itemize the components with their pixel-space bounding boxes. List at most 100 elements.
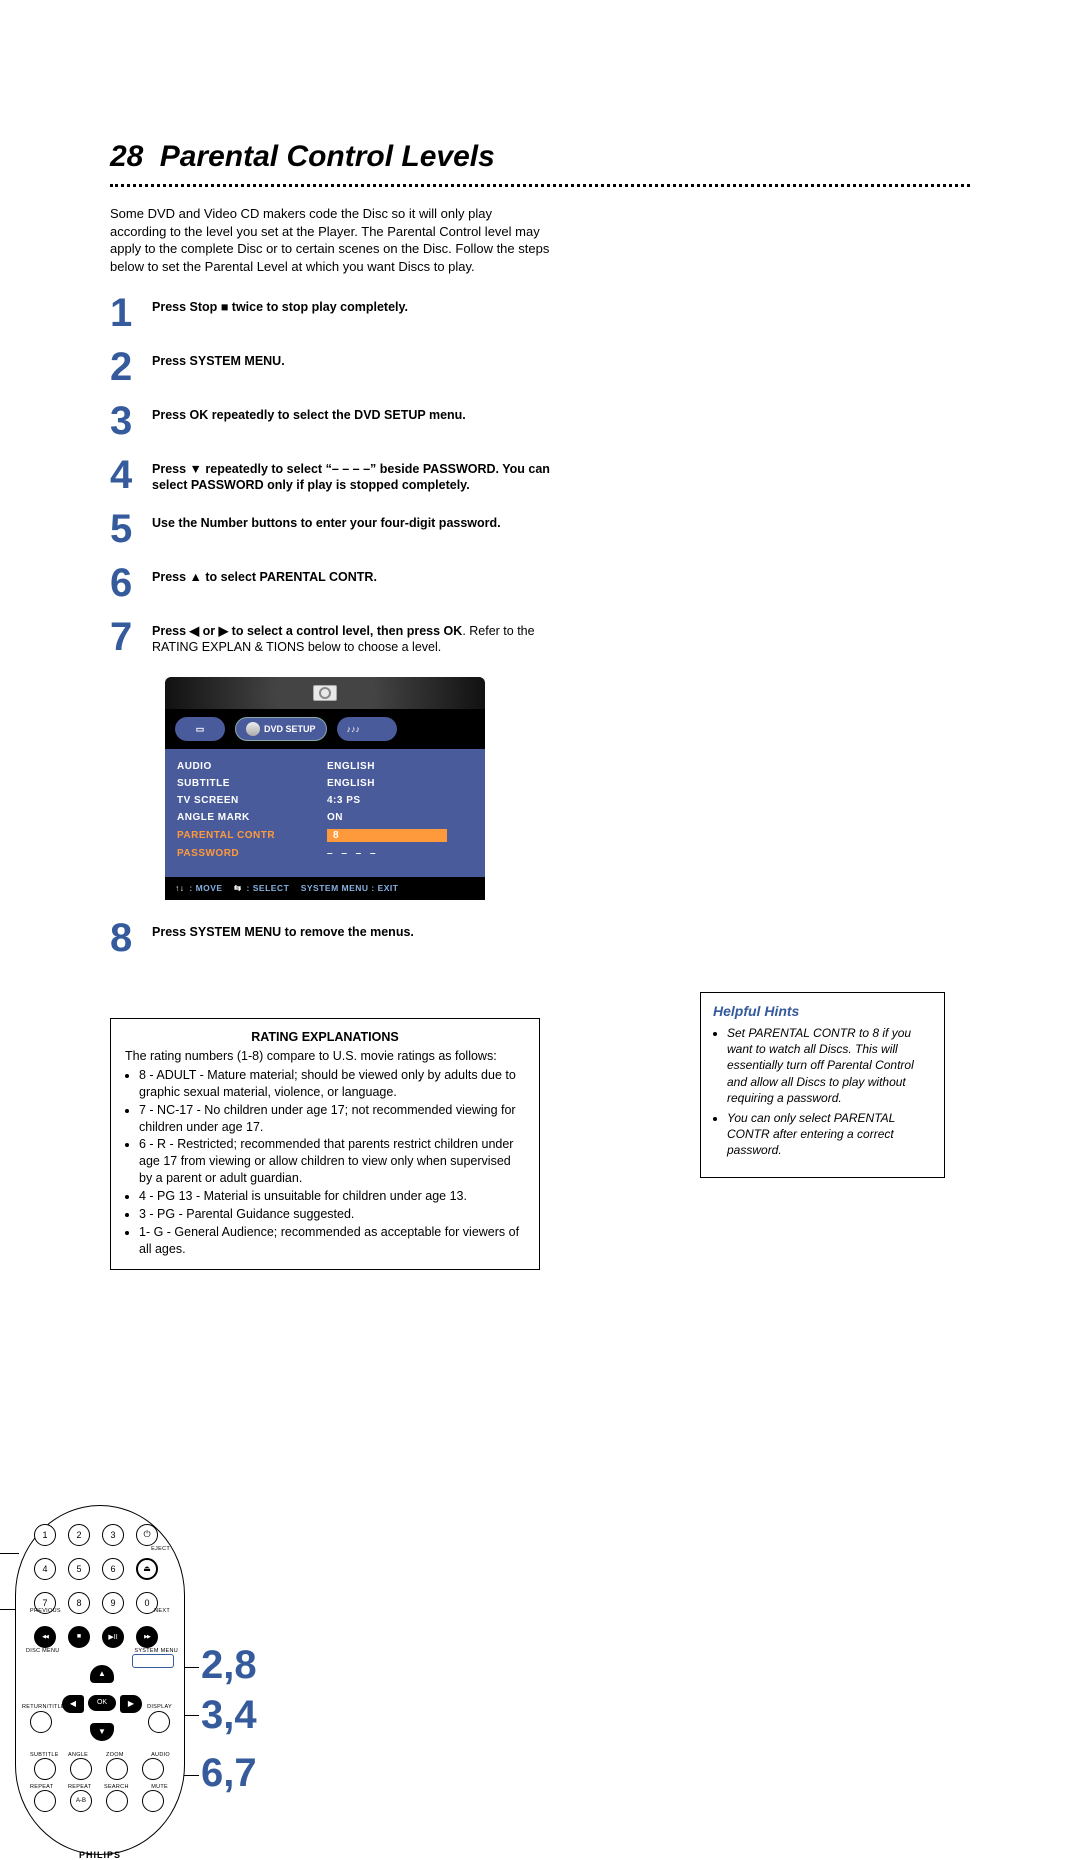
row-1 (34, 1758, 164, 1780)
rating-item: 6 - R - Restricted; recommended that par… (139, 1136, 525, 1187)
remote-diagram: 5 1 2,8 3,4 6,7 1 2 3 ⏻ 4 5 6 7 8 9 0 (0, 1505, 255, 1855)
btn-audio[interactable] (142, 1758, 164, 1780)
menu-value: 4:3 PS (327, 795, 361, 806)
step: 2Press SYSTEM MENU. (110, 347, 550, 387)
tab-dvd: DVD SETUP (235, 717, 327, 741)
ratings-lead: The rating numbers (1-8) compare to U.S.… (125, 1048, 525, 1065)
step: 3Press OK repeatedly to select the DVD S… (110, 401, 550, 441)
step: 4Press ▼ repeatedly to select “– – – –” … (110, 455, 550, 495)
step-text: Press ◀ or ▶ to select a control level, … (152, 617, 550, 657)
btn-repeat-ab[interactable]: A-B (70, 1790, 92, 1812)
step-text: Press ▼ repeatedly to select “– – – –” b… (152, 455, 550, 495)
step-number: 4 (110, 455, 152, 495)
btn-zoom[interactable] (106, 1758, 128, 1780)
menu-row: AUDIOENGLISH (177, 761, 473, 772)
menu-label: SUBTITLE (177, 778, 327, 789)
menu-label: PASSWORD (177, 848, 327, 859)
brand-label: PHILIPS (16, 1850, 184, 1860)
menu-label: PARENTAL CONTR (177, 830, 327, 841)
menu-value: ON (327, 812, 343, 823)
intro-text: Some DVD and Video CD makers code the Di… (110, 205, 550, 275)
btn-mute[interactable] (142, 1790, 164, 1812)
step-number: 8 (110, 918, 152, 958)
ss-top-bar (165, 677, 485, 709)
step-8: 8 Press SYSTEM MENU to remove the menus. (110, 918, 550, 958)
menu-label: ANGLE MARK (177, 812, 327, 823)
menu-label: TV SCREEN (177, 795, 327, 806)
btn-display[interactable] (148, 1711, 170, 1733)
callout-28: 2,8 (201, 1645, 257, 1685)
step-text: Press OK repeatedly to select the DVD SE… (152, 401, 550, 441)
dpad: OK (60, 1661, 144, 1745)
btn-1[interactable]: 1 (34, 1524, 56, 1546)
btn-3[interactable]: 3 (102, 1524, 124, 1546)
btn-up[interactable] (90, 1665, 114, 1683)
step: 1Press Stop ■ twice to stop play complet… (110, 293, 550, 333)
step: 6Press ▲ to select PARENTAL CONTR. (110, 563, 550, 603)
btn-next[interactable] (136, 1626, 158, 1648)
step-text: Press Stop ■ twice to stop play complete… (152, 293, 550, 333)
ratings-box: RATING EXPLANATIONS The rating numbers (… (110, 1018, 540, 1269)
row-2: A-B (34, 1790, 164, 1812)
page-title: 28 Parental Control Levels (110, 140, 970, 174)
callout-34: 3,4 (201, 1695, 257, 1735)
step: 7Press ◀ or ▶ to select a control level,… (110, 617, 550, 657)
btn-left[interactable] (62, 1695, 84, 1713)
btn-return[interactable] (30, 1711, 52, 1733)
btn-5[interactable]: 5 (68, 1558, 90, 1580)
rating-item: 4 - PG 13 - Material is unsuitable for c… (139, 1188, 525, 1205)
rating-item: 1- G - General Audience; recommended as … (139, 1224, 525, 1258)
menu-value: ENGLISH (327, 778, 375, 789)
ss-body: AUDIOENGLISHSUBTITLEENGLISHTV SCREEN4:3 … (165, 749, 485, 877)
label-eject: EJECT (151, 1546, 170, 1552)
btn-6[interactable]: 6 (102, 1558, 124, 1580)
btn-play-pause[interactable]: ▶II (102, 1626, 124, 1648)
label-discmenu: DISC MENU (26, 1648, 60, 1654)
steps-column: 1Press Stop ■ twice to stop play complet… (110, 293, 550, 1269)
rating-item: 7 - NC-17 - No children under age 17; no… (139, 1102, 525, 1136)
btn-stop[interactable] (68, 1626, 90, 1648)
step-number: 5 (110, 509, 152, 549)
page-heading: Parental Control Levels (160, 140, 495, 173)
btn-right[interactable] (120, 1695, 142, 1713)
menu-value: – – – – (327, 848, 379, 859)
btn-4[interactable]: 4 (34, 1558, 56, 1580)
step-number: 3 (110, 401, 152, 441)
number-pad: 1 2 3 ⏻ 4 5 6 7 8 9 0 ▶II (34, 1524, 166, 1656)
menu-label: AUDIO (177, 761, 327, 772)
btn-ok[interactable]: OK (88, 1695, 116, 1711)
steps-list: 1Press Stop ■ twice to stop play complet… (110, 293, 550, 657)
step-number: 7 (110, 617, 152, 657)
ss-tabs: ▭ DVD SETUP ♪♪♪ (165, 709, 485, 749)
label-sysmenu: SYSTEM MENU (134, 1648, 178, 1654)
step-number: 6 (110, 563, 152, 603)
menu-value: ENGLISH (327, 761, 375, 772)
label-next: NEXT (154, 1608, 170, 1614)
step-text: Press ▲ to select PARENTAL CONTR. (152, 563, 550, 603)
remote-body: 1 2 3 ⏻ 4 5 6 7 8 9 0 ▶II EJECT PREVIOUS… (15, 1505, 185, 1855)
btn-subtitle[interactable] (34, 1758, 56, 1780)
btn-down[interactable] (90, 1723, 114, 1741)
btn-repeat[interactable] (34, 1790, 56, 1812)
step-number: 2 (110, 347, 152, 387)
btn-power[interactable]: ⏻ (136, 1524, 158, 1546)
ss-footer: ↑↓↑↓: MOVE ⇆ : SELECT SYSTEM MENU : EXIT… (165, 877, 485, 900)
rating-item: 8 - ADULT - Mature material; should be v… (139, 1067, 525, 1101)
step-text: Press SYSTEM MENU. (152, 347, 550, 387)
ratings-title: RATING EXPLANATIONS (125, 1029, 525, 1046)
menu-value: 8 (327, 829, 447, 842)
btn-9[interactable]: 9 (102, 1592, 124, 1614)
btn-2[interactable]: 2 (68, 1524, 90, 1546)
rating-item: 3 - PG - Parental Guidance suggested. (139, 1206, 525, 1223)
btn-angle[interactable] (70, 1758, 92, 1780)
btn-prev[interactable] (34, 1626, 56, 1648)
disc-mini-icon (246, 722, 260, 736)
menu-row: PASSWORD– – – – (177, 848, 473, 859)
step: 5Use the Number buttons to enter your fo… (110, 509, 550, 549)
hints-list: Set PARENTAL CONTR to 8 if you want to w… (713, 1025, 932, 1159)
manual-page: 28 Parental Control Levels Some DVD and … (0, 0, 1080, 1680)
btn-search[interactable] (106, 1790, 128, 1812)
menu-row: PARENTAL CONTR8 (177, 829, 473, 842)
btn-8[interactable]: 8 (68, 1592, 90, 1614)
btn-eject[interactable] (136, 1558, 158, 1580)
